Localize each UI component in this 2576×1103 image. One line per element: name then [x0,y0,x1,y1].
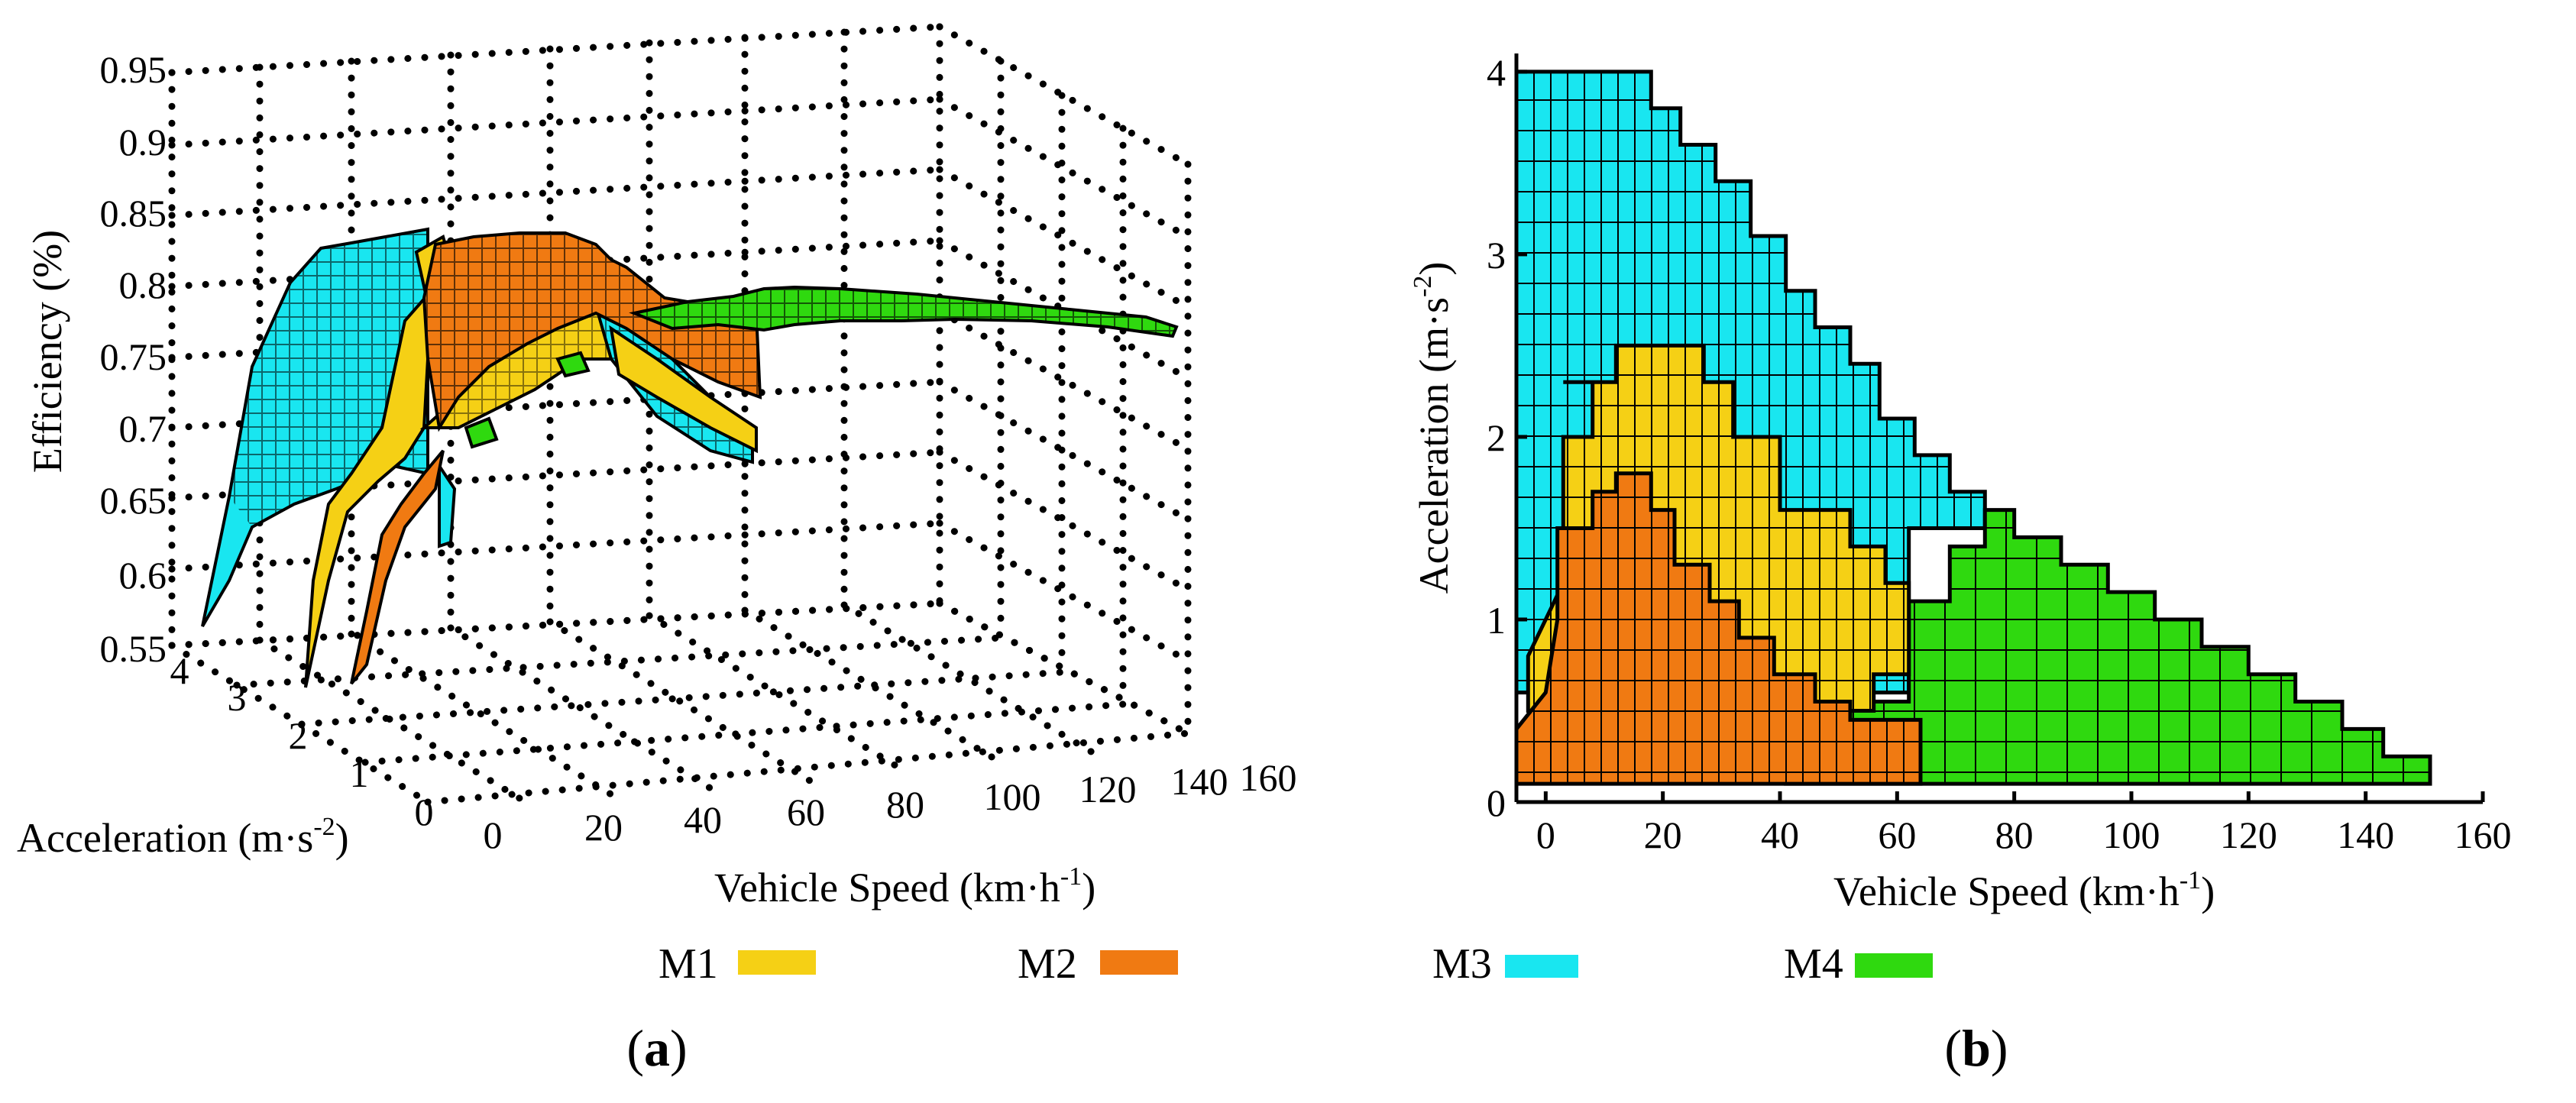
x-tick: 80 [886,783,924,826]
region-m2-grid [1516,471,1923,786]
z-tick: 0.6 [119,554,167,597]
panel-a-x-label-main: Vehicle Speed (km·h [714,865,1060,911]
panel-a-x-label-sup: -1 [1060,862,1082,891]
panel-a-3d-surface: 0.95 0.9 0.85 0.8 0.75 0.7 0.65 0.6 0.55… [17,23,1297,911]
panel-a-x-ticks: 0 20 40 60 80 100 120 140 160 [484,756,1297,856]
y-tick: 2 [289,714,308,757]
panel-b-x-label-close: ) [2201,868,2215,914]
z-tick: 0.75 [100,335,167,378]
surface-m4 [464,285,1179,449]
panel-b-axes: 0 20 40 60 80 100 120 140 160 0 1 2 3 4 [1487,51,2512,856]
z-tick: 0.85 [100,192,167,235]
y-tick: 3 [228,676,247,719]
x-tick: 20 [584,806,623,849]
z-tick: 0.65 [100,479,167,522]
panel-a-x-label-close: ) [1082,865,1095,911]
z-tick: 0.9 [119,121,167,163]
panel-a-y-label: Acceleration (m·s-2) [17,813,349,861]
panel-b-y-label: Acceleration (m·s-2) [1409,262,1457,594]
caption-a-letter: a [644,1019,670,1077]
panel-a-y-ticks: 0 1 2 3 4 [170,649,434,833]
panel-b-y-tick-label: 0 [1487,781,1506,824]
panel-b-x-tick-label: 80 [1995,814,2034,856]
legend: M1 M2 M3 M4 [659,940,1933,988]
panel-b-y-tick-label: 3 [1487,234,1506,277]
caption-b: (b) [1944,1019,2008,1077]
x-tick: 120 [1079,768,1137,810]
panel-b-y-tick-label: 1 [1487,599,1506,642]
panel-b-regions [1516,70,2432,786]
panel-b-x-tick-label: 20 [1644,814,1682,856]
panel-b-x-tick-label: 0 [1536,814,1555,856]
legend-label-m1: M1 [659,940,718,988]
z-tick: 0.8 [119,264,167,306]
y-tick: 0 [415,791,434,833]
x-tick: 140 [1171,760,1228,803]
x-tick: 40 [684,798,722,841]
panel-a-x-label: Vehicle Speed (km·h-1) [714,862,1095,911]
panel-b-x-tick-label: 120 [2220,814,2277,856]
z-tick: 0.7 [119,407,167,450]
x-tick: 60 [787,791,825,833]
panel-b-region-map: 0 20 40 60 80 100 120 140 160 0 1 2 3 4 Acceleration … [1409,51,2512,914]
panel-b-y-label-close: ) [1411,262,1457,276]
legend-swatch-m3 [1505,955,1578,978]
panel-b-x-label: Vehicle Speed (km·h-1) [1833,866,2215,914]
panel-b-x-tick-label: 140 [2337,814,2394,856]
panel-b-y-tick-label: 2 [1487,416,1506,459]
caption-b-letter: b [1962,1019,1991,1077]
panel-b-x-label-main: Vehicle Speed (km·h [1833,868,2180,914]
panel-b-y-tick-label: 4 [1487,51,1506,94]
caption-a: (a) [626,1019,687,1077]
panel-a-z-label: Efficiency (%) [24,230,70,473]
panel-b-y-label-sup: -2 [1409,276,1437,297]
panel-b-x-tick-label: 100 [2103,814,2160,856]
legend-swatch-m4 [1855,953,1933,978]
panel-a-y-label-sup: -2 [313,813,335,841]
panel-b-x-tick-label: 40 [1761,814,1799,856]
legend-swatch-m1 [738,950,816,975]
legend-label-m3: M3 [1432,940,1492,988]
x-tick: 100 [984,775,1041,818]
x-tick: 0 [484,814,503,856]
legend-label-m2: M2 [1018,940,1077,988]
panel-b-y-label-main: Acceleration (m·s [1411,297,1457,594]
y-tick: 4 [170,649,189,692]
panel-b-x-label-sup: -1 [2180,866,2201,894]
panel-a-y-label-close: ) [335,815,349,861]
legend-swatch-m2 [1100,950,1178,975]
panel-a-y-label-main: Acceleration (m·s [17,815,313,861]
z-tick: 0.95 [100,48,167,91]
legend-label-m4: M4 [1784,940,1843,988]
panel-b-x-tick-label: 160 [2455,814,2512,856]
surface-m2 [350,231,762,685]
y-tick: 1 [350,752,369,795]
panel-a-z-ticks: 0.95 0.9 0.85 0.8 0.75 0.7 0.65 0.6 0.55 [100,48,167,670]
panel-b-x-tick-label: 60 [1878,814,1916,856]
region-m4-grid [1784,508,2432,786]
x-tick: 160 [1240,756,1297,799]
z-tick: 0.55 [100,627,167,670]
